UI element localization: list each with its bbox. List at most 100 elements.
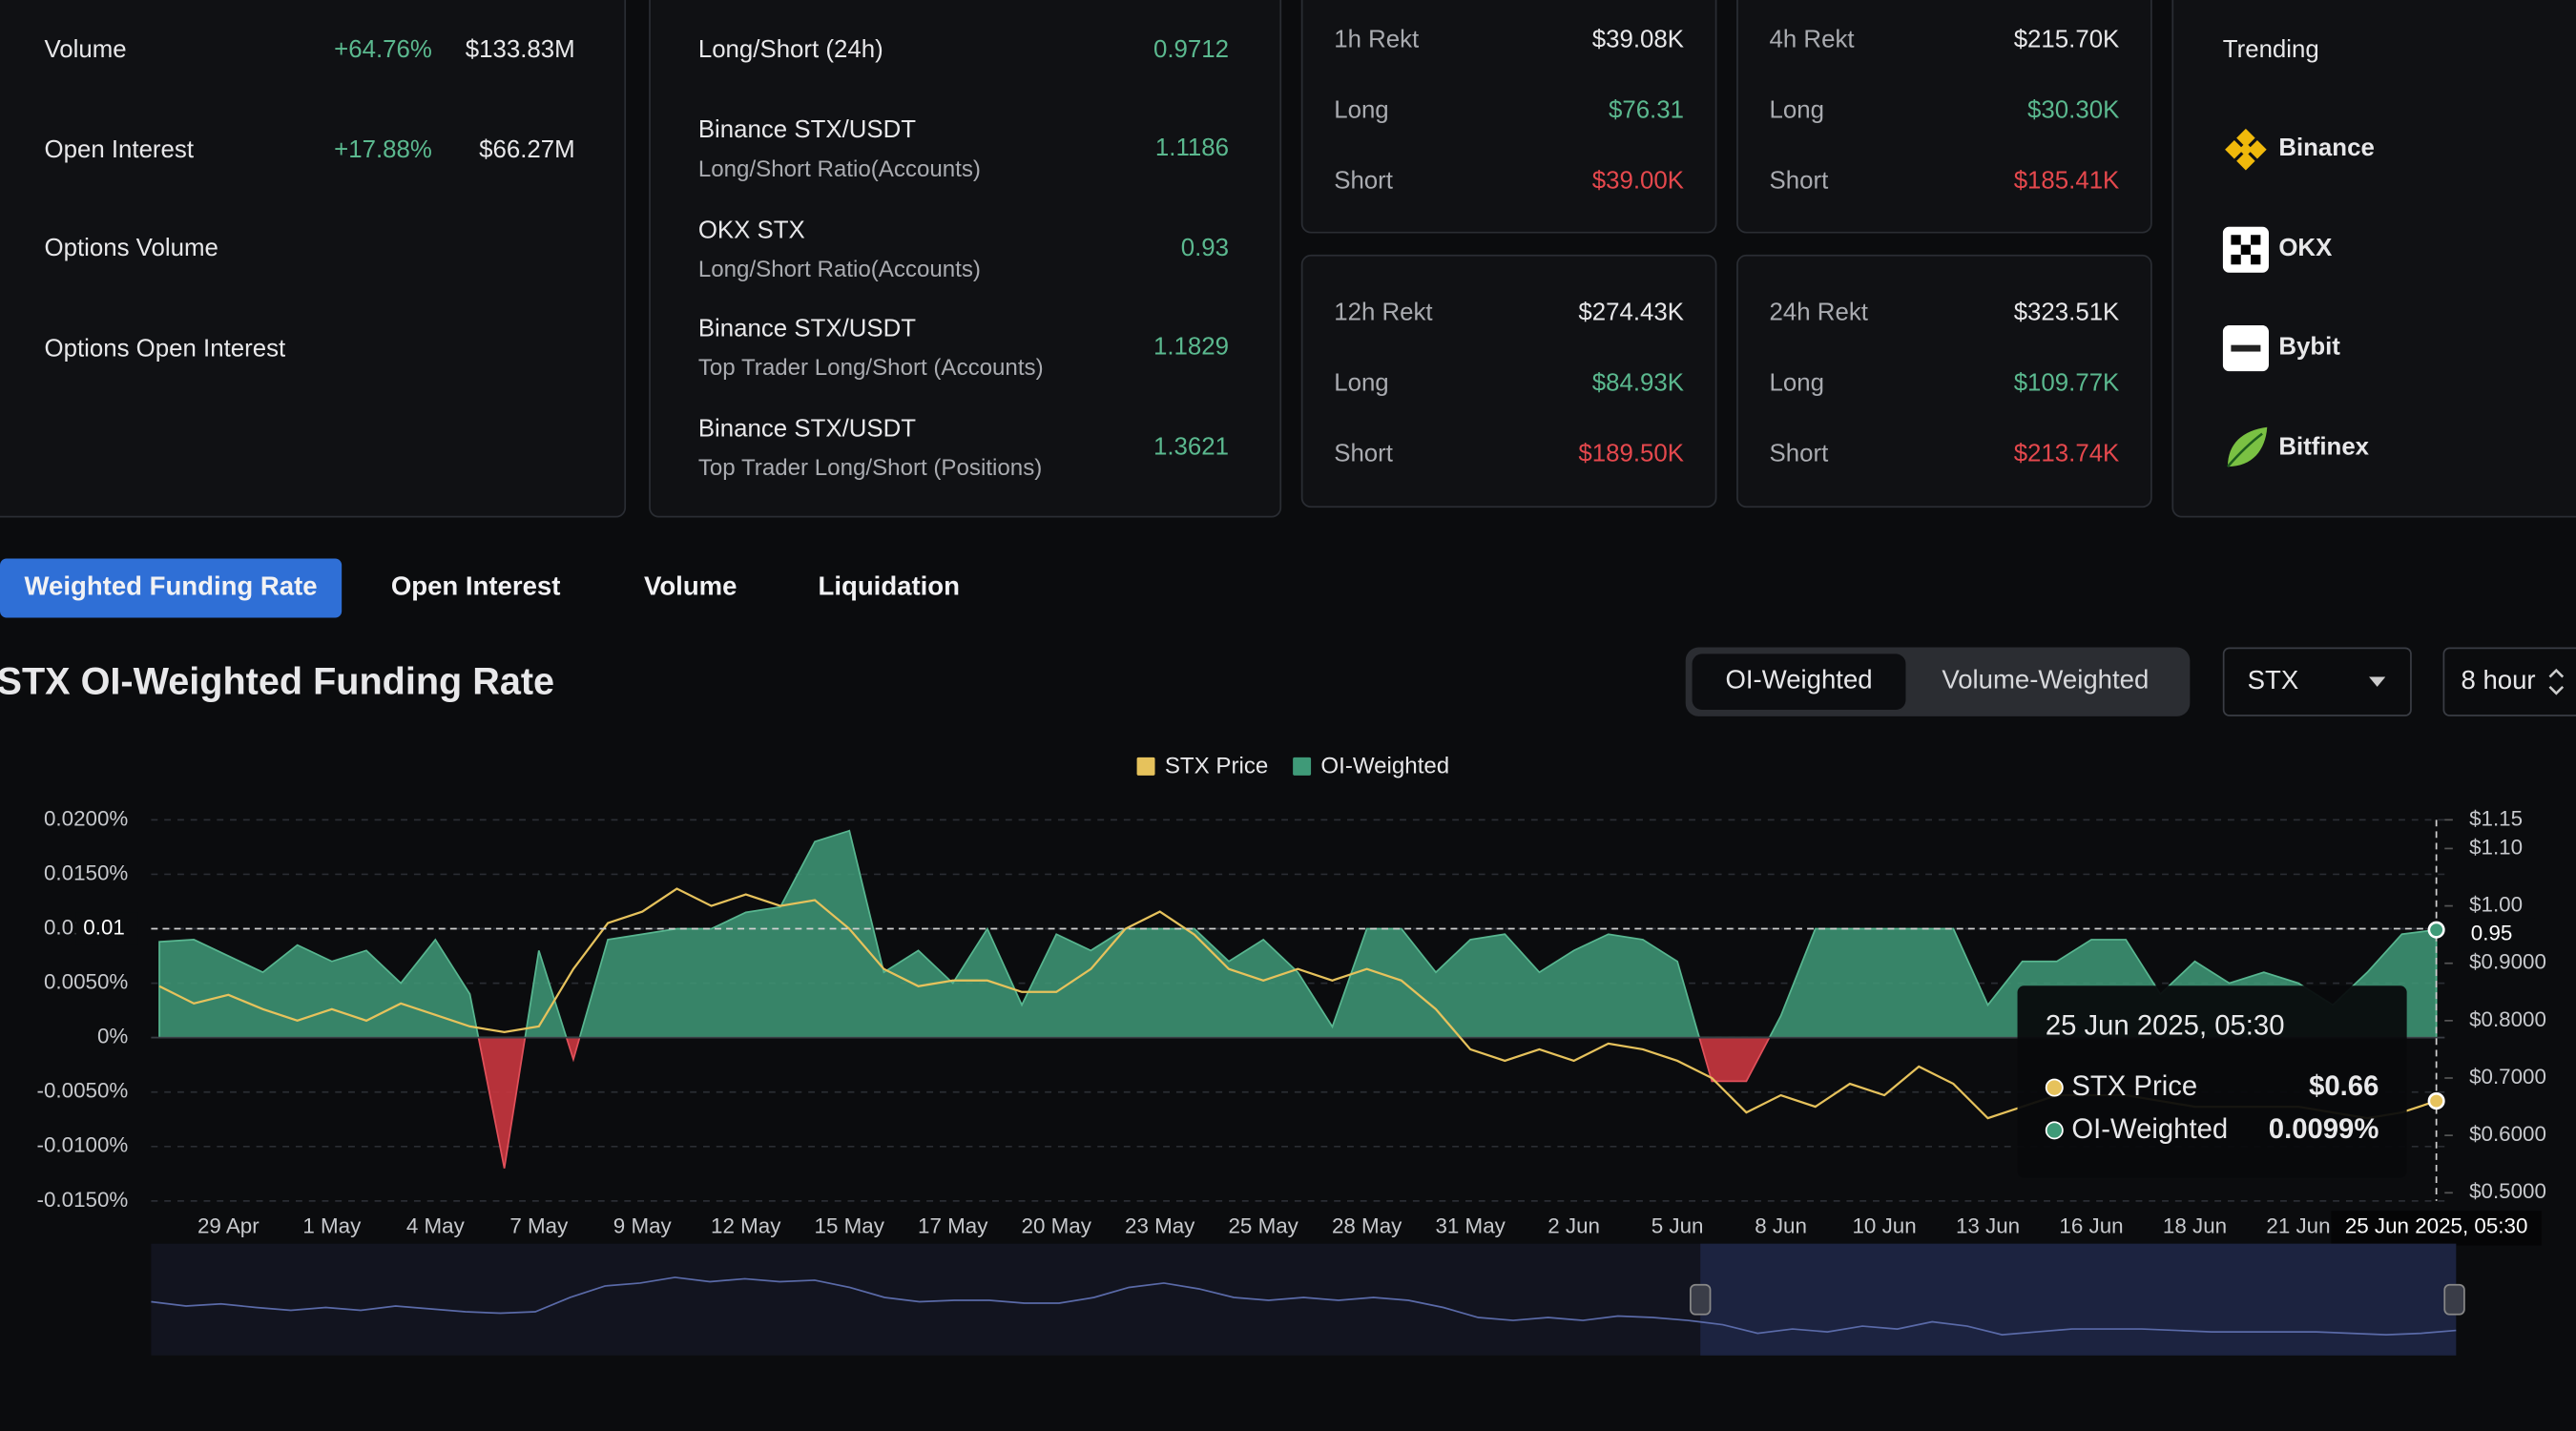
navigator-line — [151, 1276, 2457, 1336]
crosshair-label: 0.95 — [2471, 922, 2513, 945]
rekt-title: 12h Rekt — [1334, 299, 1433, 327]
x-tick-label: 7 May — [509, 1213, 569, 1237]
hover-point — [2427, 921, 2445, 939]
y-tick-label: 0.0050% — [44, 969, 128, 993]
bitfinex-icon — [2226, 426, 2268, 467]
ratio-subtitle: Top Trader Long/Short (Positions) — [697, 452, 1043, 480]
tooltip-value: $0.66 — [2309, 1070, 2379, 1102]
tooltip-value: 0.0099% — [2268, 1113, 2379, 1145]
mode-option[interactable]: Volume-Weighted — [1942, 667, 2150, 695]
y-tick-label: 0% — [97, 1025, 128, 1048]
stat-value: $133.83M — [465, 35, 575, 64]
bybit-icon — [2222, 324, 2269, 372]
y-tick-label: -0.0150% — [37, 1188, 129, 1212]
stat-label: Options Open Interest — [44, 334, 286, 363]
x-crosshair-label: 25 Jun 2025, 05:30 — [2345, 1213, 2528, 1237]
rekt-title: 4h Rekt — [1769, 26, 1855, 54]
stat-value: $66.27M — [479, 135, 575, 163]
x-tick-label: 25 May — [1228, 1213, 1298, 1237]
y-tick-label: 0.0200% — [44, 806, 128, 830]
rekt-long: $76.31 — [1608, 96, 1684, 125]
x-tick-label: 10 Jun — [1852, 1213, 1916, 1237]
interval-value: 8 hour — [2461, 667, 2536, 695]
x-tick-label: 8 Jun — [1755, 1213, 1807, 1237]
x-tick-label: 13 Jun — [1956, 1213, 2020, 1237]
y-tick-label: 0.0150% — [44, 861, 128, 884]
ratio-subtitle: Top Trader Long/Short (Accounts) — [697, 353, 1044, 381]
okx-icon — [2222, 226, 2269, 273]
ratio-value: 0.9712 — [1153, 35, 1230, 64]
ratio-subtitle: Long/Short Ratio(Accounts) — [697, 155, 981, 181]
stat-label: Volume — [44, 35, 127, 64]
x-tick-label: 9 May — [613, 1213, 673, 1237]
y2-tick-label: $0.6000 — [2469, 1122, 2546, 1146]
x-tick-label: 4 May — [406, 1213, 466, 1237]
x-tick-label: 21 Jun — [2266, 1213, 2330, 1237]
rekt-short: $213.74K — [2013, 440, 2120, 468]
rekt-long-label: Long — [1334, 369, 1389, 398]
navigator-handle — [1690, 1283, 1712, 1316]
x-tick-label: 16 Jun — [2059, 1213, 2123, 1237]
rekt-long: $109.77K — [2013, 369, 2120, 398]
x-tick-label: 23 May — [1125, 1213, 1195, 1237]
tab-active[interactable]: Weighted Funding Rate — [0, 558, 343, 618]
stat-change: +64.76% — [334, 35, 432, 64]
ratio-title: Binance STX/USDT — [697, 315, 917, 343]
x-tick-label: 15 May — [815, 1213, 885, 1237]
stat-label: Options Volume — [44, 234, 218, 263]
tab[interactable]: Volume — [644, 573, 737, 602]
rekt-short-label: Short — [1334, 167, 1393, 196]
crosshair-label-bg — [75, 912, 138, 945]
stat-label: Open Interest — [44, 135, 195, 163]
exchange: OKX — [2278, 233, 2333, 262]
area-positive — [158, 829, 2438, 1038]
rekt-long: $30.30K — [2027, 96, 2120, 125]
rekt-short: $185.41K — [2013, 167, 2120, 196]
interval-select[interactable] — [2442, 647, 2576, 716]
ratio-value: 1.3621 — [1153, 432, 1230, 461]
tooltip-title: 25 Jun 2025, 05:30 — [2045, 1009, 2285, 1042]
legend-swatch — [1293, 757, 1312, 776]
area-negative — [158, 1037, 2438, 1169]
legend-label: STX Price — [1165, 754, 1268, 779]
ratio-title: Binance STX/USDT — [697, 414, 917, 443]
tooltip-series: OI-Weighted — [2071, 1113, 2229, 1145]
rekt-short-label: Short — [1769, 440, 1829, 468]
rekt-total: $323.51K — [2013, 299, 2120, 327]
y2-tick-label: $1.10 — [2469, 835, 2523, 859]
mode-active[interactable]: OI-Weighted — [1692, 653, 1906, 710]
legend-label: OI-Weighted — [1320, 754, 1449, 779]
rekt-short-label: Short — [1334, 440, 1393, 468]
rekt-card — [1736, 254, 2152, 508]
rekt-long-label: Long — [1769, 369, 1824, 398]
stat-change: +17.88% — [334, 135, 432, 163]
tab[interactable]: Open Interest — [390, 573, 561, 602]
tab[interactable]: Liquidation — [818, 573, 960, 602]
tooltip-dot — [2045, 1078, 2064, 1097]
exchange: Binance — [2278, 134, 2375, 163]
chart-title: STX OI-Weighted Funding Rate — [0, 659, 555, 702]
x-tick-label: 17 May — [918, 1213, 988, 1237]
tooltip-dot — [2045, 1121, 2064, 1140]
y-tick-label: -0.0050% — [37, 1079, 129, 1103]
rekt-long: $84.93K — [1591, 369, 1684, 398]
tooltip-series: STX Price — [2071, 1070, 2198, 1102]
x-tick-label: 5 Jun — [1652, 1213, 1704, 1237]
ratio-value: 0.93 — [1180, 233, 1230, 262]
y-tick-label: -0.0100% — [37, 1133, 129, 1157]
x-tick-label: 20 May — [1022, 1213, 1092, 1237]
y2-tick-label: $0.9000 — [2469, 950, 2546, 974]
rekt-card — [1736, 0, 2152, 234]
navigator-handle — [2443, 1283, 2465, 1316]
rekt-card — [1300, 0, 1717, 234]
symbol-select[interactable] — [2222, 647, 2412, 716]
hover-point — [2427, 1092, 2445, 1110]
stats-panel — [0, 0, 627, 518]
crosshair-label-bg — [2459, 918, 2535, 951]
ratio-panel — [649, 0, 1282, 518]
y2-tick-label: $1.00 — [2469, 892, 2523, 916]
caret — [2369, 676, 2386, 687]
ratio-subtitle: Long/Short Ratio(Accounts) — [697, 254, 981, 281]
x-crosshair-bg — [2331, 1211, 2542, 1246]
